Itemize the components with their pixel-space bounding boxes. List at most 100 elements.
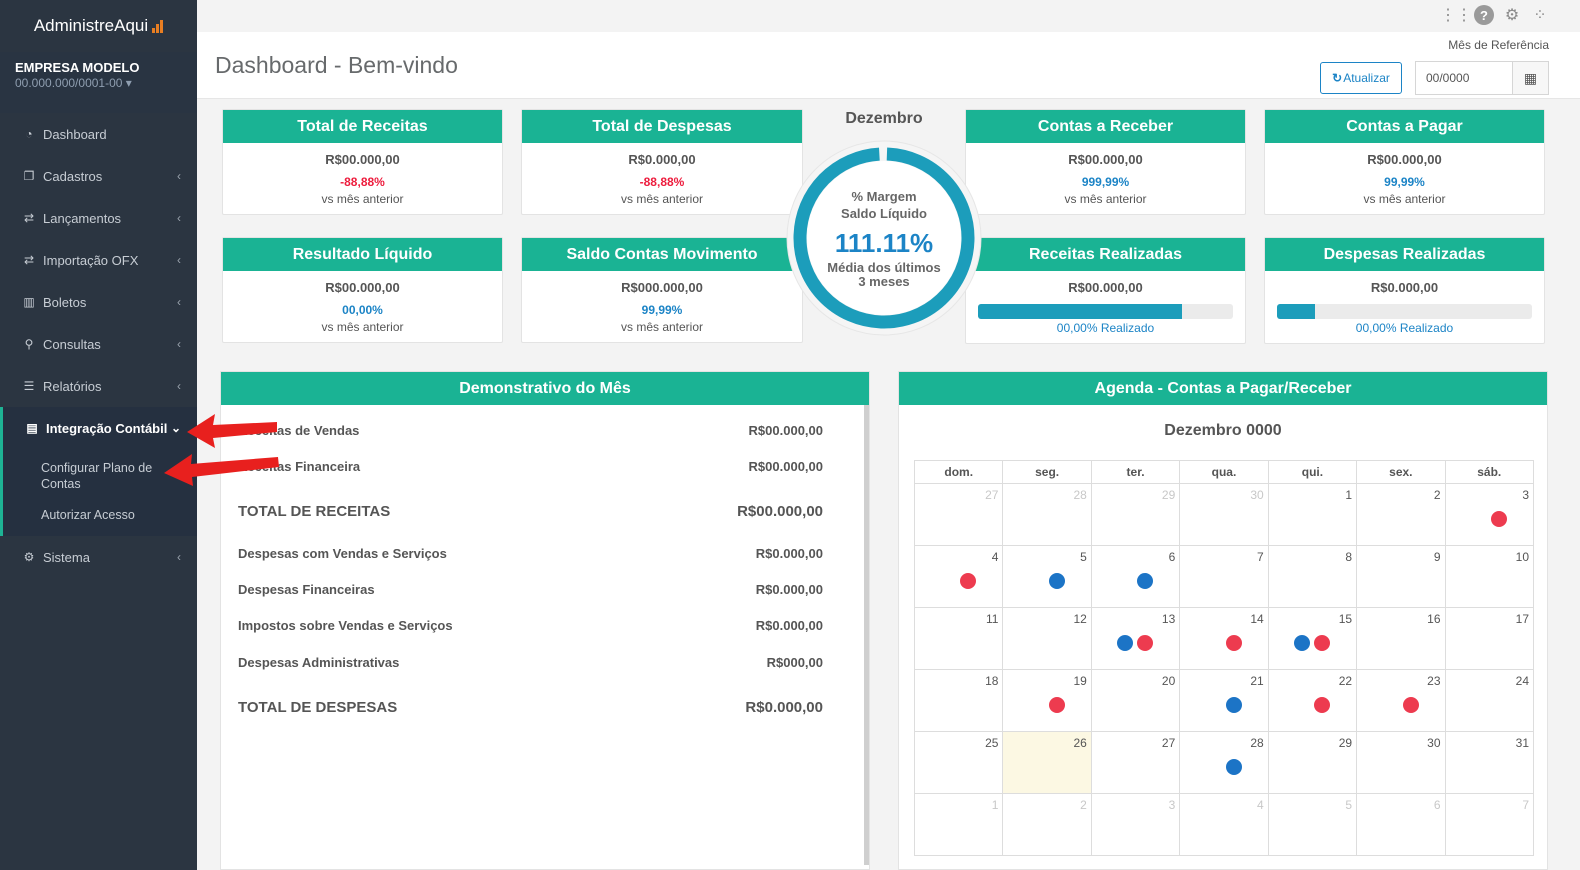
event-dot-pagar[interactable] (960, 573, 977, 589)
calendar-day[interactable]: 14 (1179, 607, 1269, 670)
calendar-day-number: 27 (1161, 736, 1176, 750)
calendar-day[interactable]: 2 (1002, 793, 1092, 856)
sidebar-item-consultas[interactable]: ⚲ Consultas ‹ (0, 323, 197, 365)
sidebar-item-boletos[interactable]: ▥ Boletos ‹ (0, 281, 197, 323)
calendar-day[interactable]: 7 (1179, 545, 1269, 608)
event-dot-receber[interactable] (1048, 573, 1065, 589)
page-header: Dashboard - Bem-vindo Mês de Referência … (197, 32, 1580, 99)
event-dot-pagar[interactable] (1402, 697, 1419, 713)
calendar-events (1357, 697, 1444, 713)
calendar-day[interactable]: 30 (1356, 731, 1446, 794)
calendar-day[interactable]: 16 (1356, 607, 1446, 670)
sidebar-item-dashboard[interactable]: ◔ Dashboard (0, 113, 197, 155)
card-value: R$0.000,00 (1370, 280, 1439, 295)
sidebar-item-integracao-contabil[interactable]: ▤ Integração Contábil ⌄ (0, 407, 197, 449)
card-title: Saldo Contas Movimento (522, 238, 802, 271)
gear-icon[interactable]: ⚙ (1504, 7, 1520, 24)
calendar-day[interactable]: 28 (1002, 483, 1092, 546)
calendar-day[interactable]: 27 (913, 483, 1004, 546)
calendar-day-number: 30 (1250, 488, 1264, 502)
card-value: R$00.000,00 (325, 280, 400, 295)
scrollbar[interactable] (864, 405, 869, 865)
calendar-day[interactable]: 25 (913, 731, 1004, 794)
donut-text: % Margem Saldo Líquido 111.11% Média dos… (786, 140, 982, 336)
calendar-day[interactable]: 22 (1267, 669, 1358, 732)
event-dot-pagar[interactable] (1491, 511, 1507, 527)
calendar-day[interactable]: 7 (1444, 793, 1535, 856)
calendar-day[interactable]: 28 (1179, 731, 1269, 794)
card-compare: vs mês anterior (1363, 192, 1446, 206)
sidebar-item-cadastros[interactable]: ❐ Cadastros ‹ (0, 155, 197, 197)
calendar-day[interactable]: 6 (1090, 545, 1181, 608)
expand-icon[interactable]: ⁘ (1533, 7, 1547, 24)
calendar-week: 11 12 13 14 15 16 17 (913, 607, 1535, 670)
sidebar-item-importacao-ofx[interactable]: ⇄ Importação OFX ‹ (0, 239, 197, 281)
calendar-day[interactable]: 30 (1179, 483, 1269, 546)
calendar-day[interactable]: 23 (1356, 669, 1446, 732)
demonstrativo-title: Demonstrativo do Mês (221, 372, 869, 405)
calendar-events (1092, 635, 1179, 651)
event-dot-pagar[interactable] (1314, 697, 1331, 713)
card-title: Total de Receitas (223, 110, 502, 143)
calendar-day[interactable]: 19 (1002, 669, 1092, 732)
month-input[interactable]: 00/0000 (1415, 61, 1513, 95)
calendar-day[interactable]: 26 (1002, 731, 1092, 794)
calendar-day[interactable]: 15 (1267, 607, 1358, 670)
calendar-day[interactable]: 12 (1002, 607, 1092, 670)
calendar-day[interactable]: 31 (1444, 731, 1535, 794)
calendar-events (1003, 573, 1090, 589)
brand-logo[interactable]: AdministreAqui (0, 0, 197, 52)
calendar-day[interactable]: 11 (913, 607, 1004, 670)
donut-label-1: % Margem (851, 188, 917, 204)
card-percent: 00,00% (342, 303, 383, 317)
calendar-day[interactable]: 5 (1002, 545, 1092, 608)
calendar-day[interactable]: 6 (1356, 793, 1446, 856)
calendar-day[interactable]: 17 (1444, 607, 1535, 670)
event-dot-pagar[interactable] (1048, 697, 1065, 713)
calendar-day[interactable]: 18 (913, 669, 1004, 732)
calendar-day[interactable]: 13 (1090, 607, 1181, 670)
calendar-icon[interactable]: ▦ (1513, 61, 1549, 95)
sidebar-item-lancamentos[interactable]: ⇄ Lançamentos ‹ (0, 197, 197, 239)
agenda-panel: Agenda - Contas a Pagar/Receber Dezembro… (898, 371, 1548, 870)
calendar-day-number: 28 (1073, 488, 1087, 502)
submenu-item-configurar-plano[interactable]: Configurar Plano de Contas (41, 461, 153, 491)
calendar-day[interactable]: 24 (1444, 669, 1535, 732)
calendar-day[interactable]: 29 (1267, 731, 1358, 794)
event-dot-pagar[interactable] (1225, 635, 1242, 651)
calendar-day[interactable]: 3 (1090, 793, 1181, 856)
company-info[interactable]: EMPRESA MODELO 00.000.000/0001-00 ▾ (0, 52, 197, 113)
calendar-day[interactable]: 4 (1179, 793, 1269, 856)
help-icon[interactable]: ? (1474, 5, 1494, 25)
calendar-day[interactable]: 29 (1090, 483, 1181, 546)
event-dot-receber[interactable] (1137, 573, 1154, 589)
sidebar-item-relatorios[interactable]: ☰ Relatórios ‹ (0, 365, 197, 407)
apps-grid-icon[interactable]: ⋮⋮ (1440, 7, 1472, 24)
calendar-day[interactable]: 9 (1356, 545, 1446, 608)
calendar-day[interactable]: 3 (1444, 483, 1535, 546)
progress-fill (1277, 304, 1316, 319)
calendar-day-number: 20 (1161, 674, 1176, 688)
calendar-day[interactable]: 4 (913, 545, 1004, 608)
event-dot-pagar[interactable] (1314, 635, 1331, 651)
calendar-day[interactable]: 1 (913, 793, 1004, 856)
event-dot-pagar[interactable] (1137, 635, 1154, 651)
donut-month-label: Dezembro (845, 110, 923, 127)
submenu-item-autorizar-acesso[interactable]: Autorizar Acesso (41, 508, 135, 522)
calendar-day[interactable]: 27 (1090, 731, 1181, 794)
demo-row-label: TOTAL DE DESPESAS (238, 699, 398, 716)
calendar-day[interactable]: 2 (1356, 483, 1446, 546)
event-dot-receber[interactable] (1225, 697, 1242, 713)
calendar-day[interactable]: 5 (1267, 793, 1358, 856)
update-button[interactable]: ↻ Atualizar (1320, 62, 1402, 94)
card-percent: 999,99% (1081, 175, 1130, 189)
event-dot-receber[interactable] (1225, 759, 1242, 775)
event-dot-receber[interactable] (1294, 635, 1311, 651)
calendar-day[interactable]: 8 (1267, 545, 1358, 608)
calendar-day[interactable]: 1 (1267, 483, 1358, 546)
sidebar-item-sistema[interactable]: ⚙ Sistema ‹ (0, 536, 197, 578)
event-dot-receber[interactable] (1117, 635, 1134, 651)
calendar-day[interactable]: 21 (1179, 669, 1269, 732)
calendar-day[interactable]: 10 (1444, 545, 1535, 608)
calendar-day[interactable]: 20 (1090, 669, 1181, 732)
